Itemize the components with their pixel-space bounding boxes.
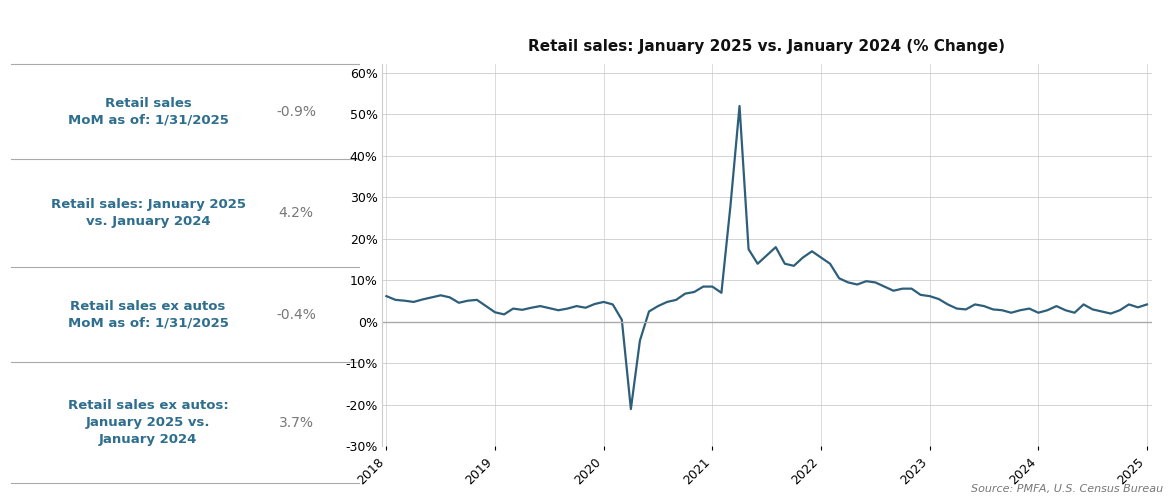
Text: -0.4%: -0.4%: [276, 308, 316, 322]
Title: Retail sales: January 2025 vs. January 2024 (% Change): Retail sales: January 2025 vs. January 2…: [529, 39, 1005, 54]
Text: Retail sales
MoM as of: 1/31/2025: Retail sales MoM as of: 1/31/2025: [68, 97, 228, 127]
Text: Retail sales ex autos
MoM as of: 1/31/2025: Retail sales ex autos MoM as of: 1/31/20…: [68, 300, 228, 330]
Text: Retail sales ex autos:
January 2025 vs.
January 2024: Retail sales ex autos: January 2025 vs. …: [68, 399, 228, 446]
Text: 3.7%: 3.7%: [278, 416, 314, 430]
Text: Source: PMFA, U.S. Census Bureau: Source: PMFA, U.S. Census Bureau: [971, 484, 1163, 494]
Text: 4.2%: 4.2%: [278, 206, 314, 220]
Text: Retail sales: January 2025
vs. January 2024: Retail sales: January 2025 vs. January 2…: [51, 198, 246, 228]
Text: -0.9%: -0.9%: [276, 105, 316, 119]
Text: RETAIL SALES: RETAIL SALES: [481, 18, 694, 46]
